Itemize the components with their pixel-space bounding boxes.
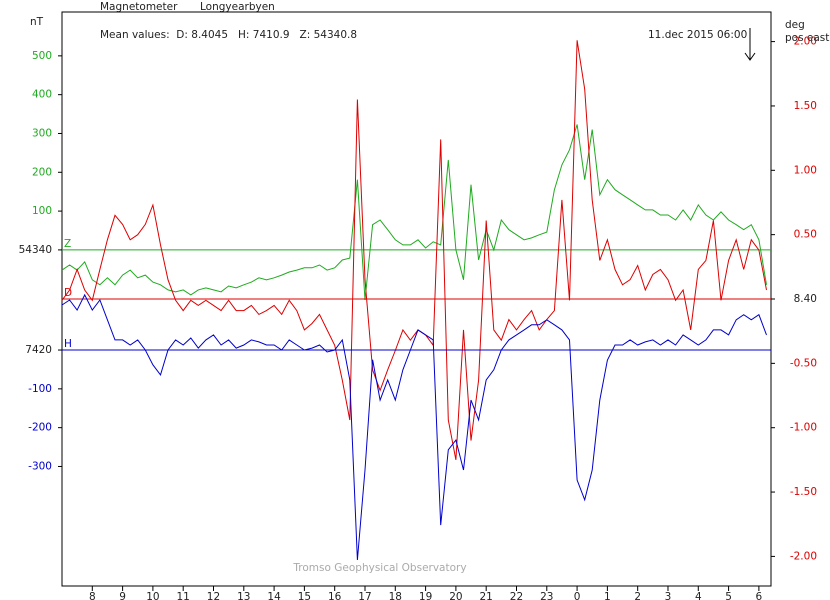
y2-axis-note: pos east <box>785 32 829 44</box>
x-tick-label: 0 <box>574 591 581 600</box>
x-tick-label: 3 <box>665 591 672 600</box>
series-name: Z <box>64 238 71 250</box>
x-tick-label: 20 <box>449 591 462 600</box>
y-axis-label: nT <box>30 16 44 28</box>
timestamp: 11.dec 2015 06:00 <box>648 29 747 41</box>
x-tick-label: 13 <box>237 591 250 600</box>
mean-values: Mean values: D: 8.4045 H: 7410.9 Z: 5434… <box>100 29 357 41</box>
x-tick-label: 2 <box>634 591 641 600</box>
x-tick-label: 12 <box>207 591 220 600</box>
chart-title: Magnetometer <box>100 1 178 13</box>
x-tick-label: 6 <box>756 591 763 600</box>
y-tick-label: 100 <box>32 205 52 217</box>
credit: Tromso Geophysical Observatory <box>292 562 466 574</box>
x-tick-label: 19 <box>419 591 432 600</box>
time-marker-arrow <box>744 28 756 61</box>
y2-tick-label: 2.00 <box>794 36 817 48</box>
x-tick-label: 9 <box>119 591 126 600</box>
y-tick-label: -300 <box>28 460 52 472</box>
station-name: Longyearbyen <box>200 1 275 13</box>
y-tick-label: 400 <box>32 89 52 101</box>
series-line <box>61 124 767 301</box>
x-tick-label: 16 <box>328 591 342 600</box>
x-tick-label: 11 <box>177 591 190 600</box>
x-tick-label: 5 <box>725 591 732 600</box>
x-tick-label: 21 <box>480 591 493 600</box>
y-tick-label: 500 <box>32 50 52 62</box>
y2-tick-label: 1.50 <box>794 100 817 112</box>
y-tick-label: 200 <box>32 166 52 178</box>
series-name: H <box>64 338 72 350</box>
x-tick-label: 1 <box>604 591 611 600</box>
y2-axis-label: deg <box>785 19 805 31</box>
x-tick-label: 4 <box>695 591 702 600</box>
x-tick-label: 23 <box>540 591 553 600</box>
x-tick-label: 22 <box>510 591 523 600</box>
series-name: D <box>64 287 72 299</box>
series-line <box>61 40 767 460</box>
y-tick-label: -100 <box>28 383 52 395</box>
y-tick-label: 54340 <box>19 244 52 256</box>
y2-tick-label: 1.00 <box>794 164 817 176</box>
y-tick-label: 7420 <box>25 344 52 356</box>
x-tick-label: 17 <box>358 591 371 600</box>
x-tick-label: 14 <box>267 591 281 600</box>
y2-tick-label: -1.00 <box>790 422 817 434</box>
series-line <box>61 293 767 561</box>
x-tick-label: 18 <box>389 591 402 600</box>
y2-tick-label: 8.40 <box>794 293 817 305</box>
y-tick-label: 300 <box>32 127 52 139</box>
x-tick-label: 15 <box>298 591 311 600</box>
y-tick-label: -200 <box>28 422 52 434</box>
y2-tick-label: 0.50 <box>794 229 817 241</box>
y2-tick-label: -2.00 <box>790 550 817 562</box>
x-tick-label: 10 <box>146 591 159 600</box>
x-tick-label: 8 <box>89 591 96 600</box>
y2-tick-label: -0.50 <box>790 357 817 369</box>
y2-tick-label: -1.50 <box>790 486 817 498</box>
